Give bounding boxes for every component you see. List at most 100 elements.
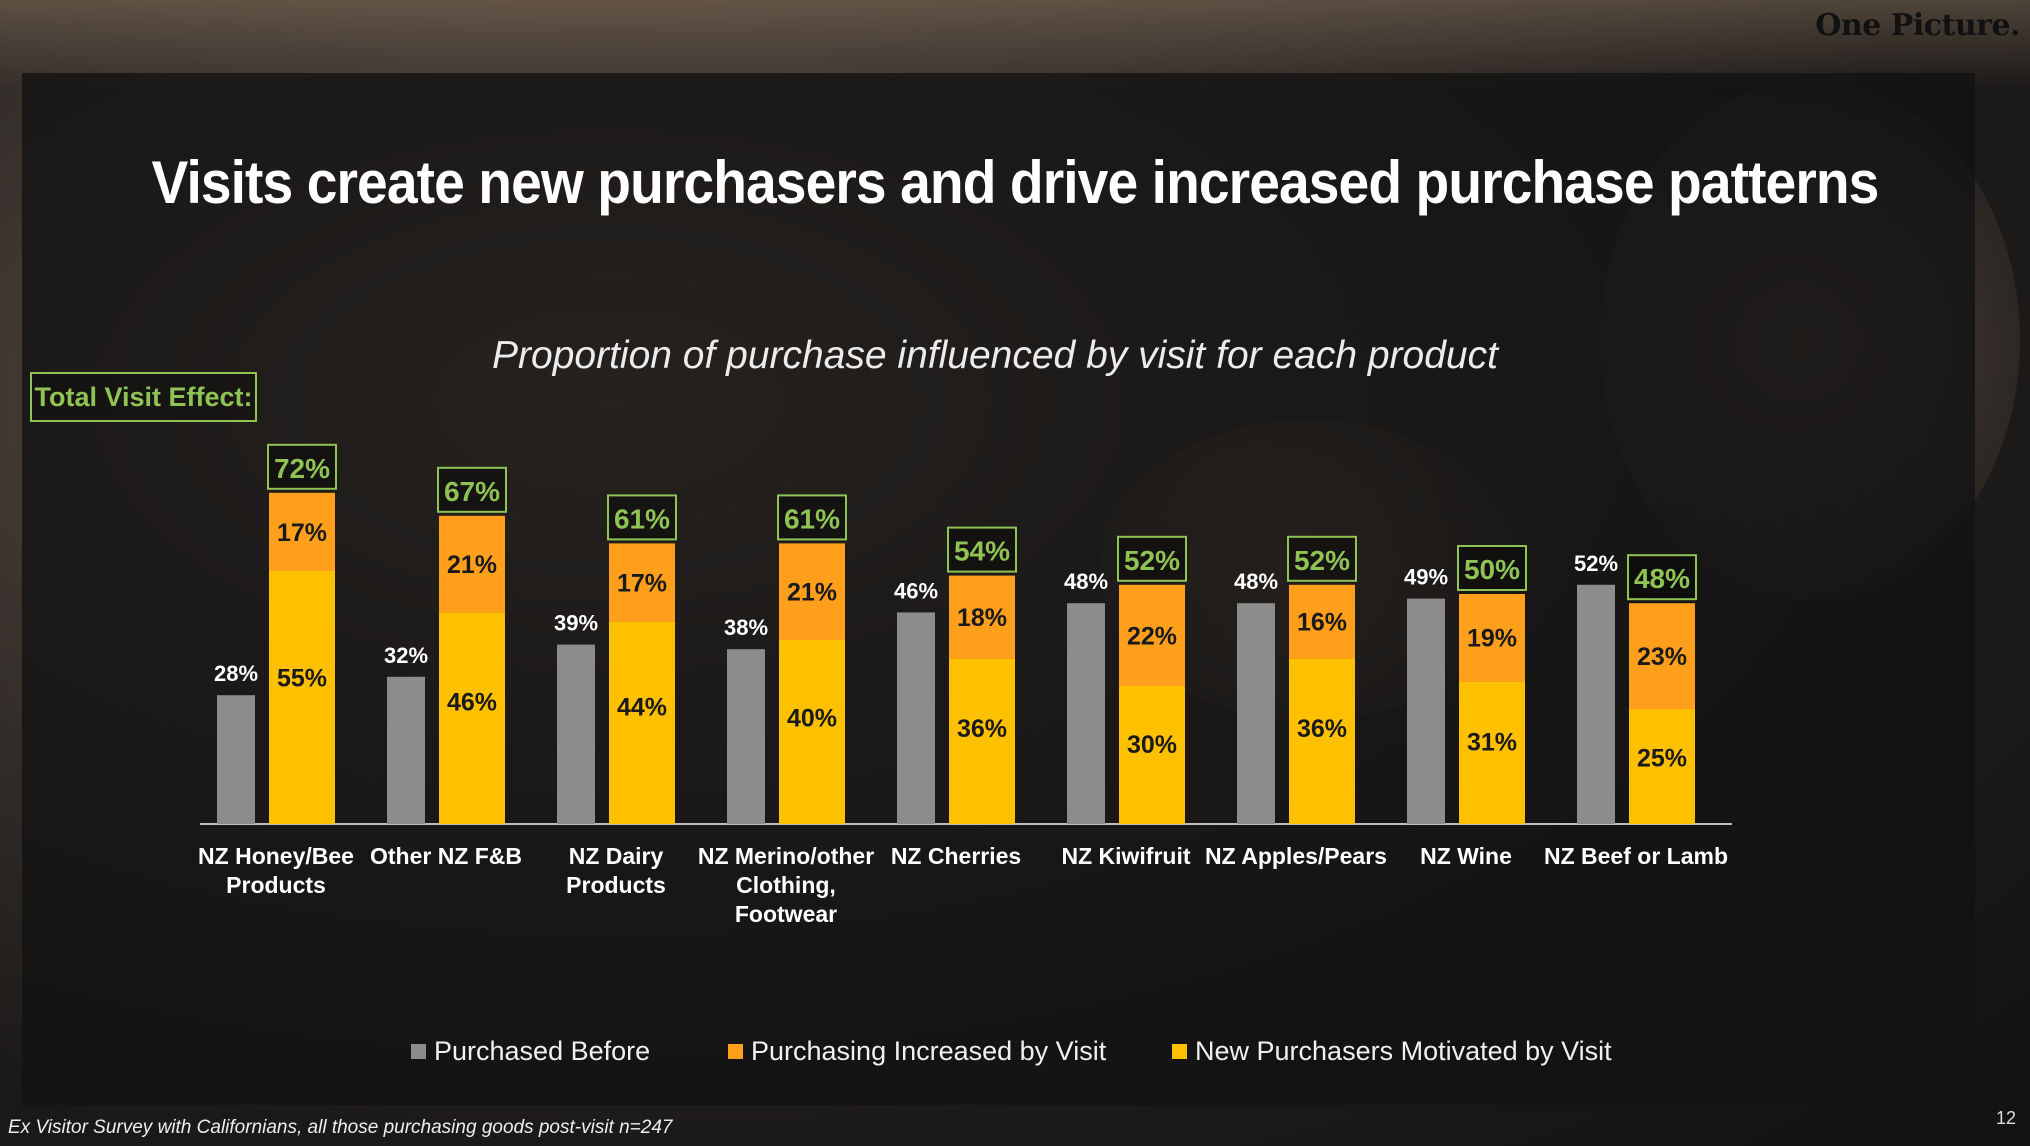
data-label-new-purchasers: 31% bbox=[1467, 728, 1517, 756]
bar-new-purchasers bbox=[1629, 709, 1695, 824]
bar-purchased-before bbox=[1407, 598, 1445, 824]
data-label-purchased-before: 52% bbox=[1574, 551, 1618, 576]
category-label: NZ Apples/Pears bbox=[1205, 843, 1387, 869]
category-label: Products bbox=[566, 872, 666, 898]
total-effect-box bbox=[607, 494, 677, 541]
bar-increased-by-visit bbox=[439, 515, 505, 613]
slide-title: Visits create new purchasers and drive i… bbox=[151, 149, 1880, 216]
footnote: Ex Visitor Survey with Californians, all… bbox=[8, 1117, 673, 1138]
data-label-increased-by-visit: 23% bbox=[1637, 643, 1687, 671]
legend-label: Purchasing Increased by Visit bbox=[751, 1036, 1107, 1066]
data-label-purchased-before: 38% bbox=[724, 615, 768, 640]
bar-increased-by-visit bbox=[779, 543, 845, 640]
legend-swatch bbox=[1172, 1044, 1187, 1059]
data-label-purchased-before: 48% bbox=[1064, 569, 1108, 594]
category-label: Other NZ F&B bbox=[370, 843, 522, 869]
bar-increased-by-visit bbox=[1119, 584, 1185, 686]
legend-item-purchased-before: Purchased Before bbox=[411, 1036, 650, 1067]
bar-new-purchasers bbox=[609, 621, 675, 824]
bar-purchased-before bbox=[387, 676, 425, 824]
category-label: NZ Wine bbox=[1420, 843, 1512, 869]
data-label-new-purchasers: 44% bbox=[617, 694, 667, 722]
total-visit-effect-label: Total Visit Effect: bbox=[30, 372, 257, 422]
data-label-purchased-before: 28% bbox=[214, 661, 258, 686]
total-effect-value: 72% bbox=[274, 453, 330, 484]
bar-increased-by-visit bbox=[269, 492, 335, 571]
legend-swatch bbox=[728, 1044, 743, 1059]
total-effect-box bbox=[777, 494, 847, 541]
data-label-new-purchasers: 30% bbox=[1127, 731, 1177, 759]
bar-increased-by-visit bbox=[609, 543, 675, 622]
category-label: NZ Beef or Lamb bbox=[1544, 843, 1728, 869]
category-label: NZ Honey/Bee bbox=[198, 843, 354, 869]
data-label-purchased-before: 48% bbox=[1234, 569, 1278, 594]
total-effect-box bbox=[947, 526, 1017, 573]
data-label-increased-by-visit: 17% bbox=[277, 519, 327, 547]
bar-new-purchasers bbox=[1289, 658, 1355, 824]
data-label-new-purchasers: 46% bbox=[447, 688, 497, 716]
legend-label: New Purchasers Motivated by Visit bbox=[1195, 1036, 1612, 1066]
bar-purchased-before bbox=[1237, 603, 1275, 824]
bar-increased-by-visit bbox=[1629, 603, 1695, 709]
category-label: Clothing, bbox=[736, 872, 836, 898]
total-effect-value: 67% bbox=[444, 476, 500, 507]
data-label-purchased-before: 32% bbox=[384, 643, 428, 668]
bar-increased-by-visit bbox=[949, 575, 1015, 659]
total-effect-value: 52% bbox=[1294, 545, 1350, 576]
category-label: NZ Dairy bbox=[569, 843, 664, 869]
bar-increased-by-visit bbox=[1459, 594, 1525, 682]
total-effect-box bbox=[1287, 535, 1357, 582]
data-label-new-purchasers: 36% bbox=[1297, 715, 1347, 743]
data-label-increased-by-visit: 22% bbox=[1127, 622, 1177, 650]
data-label-increased-by-visit: 21% bbox=[447, 551, 497, 579]
legend-item-new-purchasers: New Purchasers Motivated by Visit bbox=[1172, 1036, 1612, 1067]
total-effect-value: 48% bbox=[1634, 563, 1690, 594]
brand-logo: One Picture. bbox=[1815, 8, 2020, 43]
total-effect-value: 61% bbox=[614, 503, 670, 534]
bar-new-purchasers bbox=[949, 658, 1015, 824]
data-label-new-purchasers: 25% bbox=[1637, 744, 1687, 772]
total-effect-box bbox=[1627, 554, 1697, 601]
bar-purchased-before bbox=[1067, 603, 1105, 824]
bar-increased-by-visit bbox=[1289, 584, 1355, 659]
bar-purchased-before bbox=[727, 649, 765, 824]
data-label-purchased-before: 49% bbox=[1404, 565, 1448, 590]
total-effect-value: 52% bbox=[1124, 545, 1180, 576]
data-label-purchased-before: 39% bbox=[554, 611, 598, 636]
bar-purchased-before bbox=[217, 695, 255, 824]
category-label: NZ Cherries bbox=[891, 843, 1021, 869]
data-label-purchased-before: 46% bbox=[894, 578, 938, 603]
chart-legend: Purchased Before Purchasing Increased by… bbox=[0, 1036, 2030, 1072]
legend-item-increased-by-visit: Purchasing Increased by Visit bbox=[728, 1036, 1106, 1067]
category-label: Products bbox=[226, 872, 326, 898]
data-label-increased-by-visit: 17% bbox=[617, 570, 667, 598]
bar-new-purchasers bbox=[1459, 681, 1525, 824]
bar-new-purchasers bbox=[439, 612, 505, 824]
category-label: NZ Kiwifruit bbox=[1061, 843, 1190, 869]
data-label-increased-by-visit: 18% bbox=[957, 604, 1007, 632]
total-effect-value: 54% bbox=[954, 536, 1010, 567]
data-label-increased-by-visit: 21% bbox=[787, 579, 837, 607]
total-effect-value: 61% bbox=[784, 503, 840, 534]
bar-purchased-before bbox=[1577, 584, 1615, 824]
legend-swatch bbox=[411, 1044, 426, 1059]
data-label-increased-by-visit: 19% bbox=[1467, 625, 1517, 653]
total-effect-box bbox=[437, 466, 507, 513]
bar-purchased-before bbox=[897, 612, 935, 824]
data-label-new-purchasers: 55% bbox=[277, 664, 327, 692]
total-effect-box bbox=[267, 443, 337, 490]
total-effect-box bbox=[1457, 545, 1527, 591]
total-effect-value: 50% bbox=[1464, 554, 1520, 585]
legend-label: Purchased Before bbox=[434, 1036, 651, 1066]
data-label-increased-by-visit: 16% bbox=[1297, 609, 1347, 637]
bar-new-purchasers bbox=[1119, 686, 1185, 824]
bar-new-purchasers bbox=[269, 571, 335, 824]
data-label-new-purchasers: 36% bbox=[957, 715, 1007, 743]
total-effect-box bbox=[1117, 535, 1187, 582]
page-number: 12 bbox=[1995, 1108, 2016, 1128]
chart-title: Proportion of purchase influenced by vis… bbox=[492, 334, 1498, 377]
bar-purchased-before bbox=[557, 644, 595, 824]
category-label: Footwear bbox=[735, 901, 837, 927]
category-label: NZ Merino/other bbox=[698, 843, 874, 869]
